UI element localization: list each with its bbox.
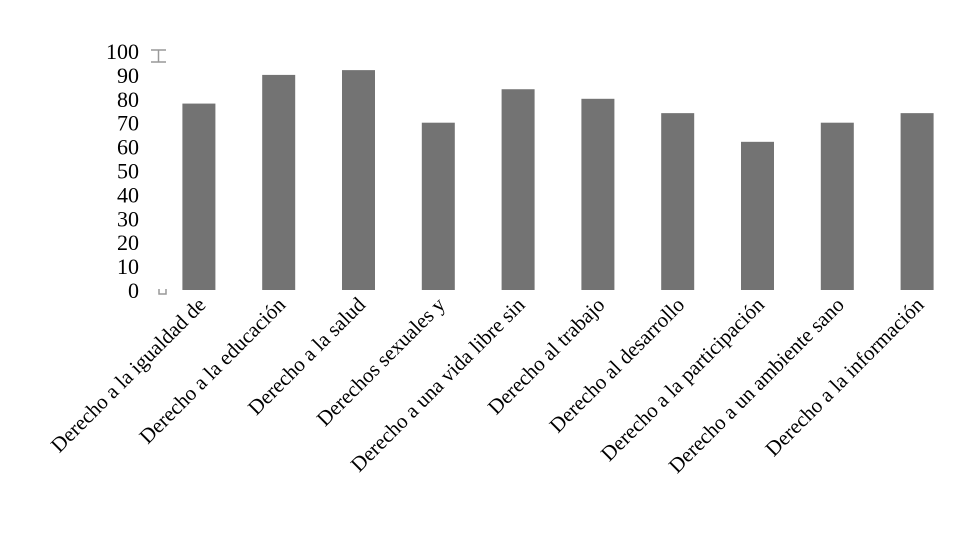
x-tick-label: Derecho a la información bbox=[760, 292, 929, 461]
y-tick-label: 70 bbox=[117, 111, 139, 136]
y-tick-label: 60 bbox=[117, 135, 139, 160]
bar bbox=[900, 113, 934, 290]
axis-markers bbox=[151, 49, 167, 295]
bar bbox=[661, 113, 695, 290]
bar bbox=[820, 122, 854, 290]
bar bbox=[342, 70, 375, 291]
y-tick-label: 90 bbox=[117, 63, 139, 88]
x-tick-label: Derecho a la igualdad de bbox=[46, 293, 211, 458]
bar bbox=[262, 74, 296, 291]
bar bbox=[741, 141, 774, 290]
y-tick-label: 20 bbox=[117, 230, 139, 255]
x-tick-label: Derecho a la participación bbox=[596, 292, 770, 466]
bar bbox=[182, 103, 216, 290]
y-tick-label: 30 bbox=[117, 206, 139, 231]
bar bbox=[501, 89, 535, 291]
x-tick-label: Derecho al desarrollo bbox=[544, 293, 689, 438]
bar bbox=[581, 98, 615, 290]
y-tick-label: 100 bbox=[106, 39, 139, 64]
y-tick-label: 40 bbox=[117, 182, 139, 207]
bar bbox=[421, 122, 455, 290]
bottom-axis-marker bbox=[158, 289, 167, 295]
y-tick-label: 50 bbox=[117, 159, 139, 184]
y-tick-label: 80 bbox=[117, 87, 139, 112]
top-axis-marker bbox=[151, 49, 166, 63]
bars bbox=[182, 70, 934, 291]
y-tick-label: 10 bbox=[117, 254, 139, 279]
x-tick-label: Derecho a la educación bbox=[134, 292, 290, 448]
y-tick-label: 0 bbox=[128, 278, 139, 303]
